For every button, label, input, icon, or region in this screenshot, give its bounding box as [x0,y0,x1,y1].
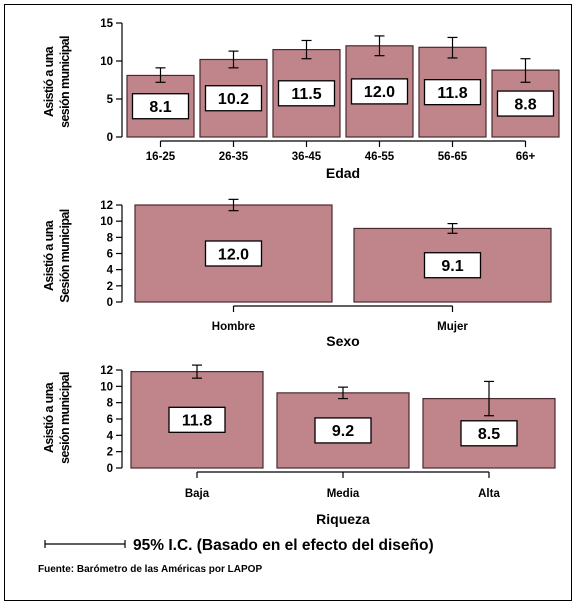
value-label: 11.8 [182,413,212,430]
value-label-box [460,420,518,447]
y-tick-label: 10 [100,381,113,393]
value-label-box [131,93,190,120]
y-axis-title-line: Asistió a una [42,219,56,291]
x-axis-title: Sexo [326,333,359,349]
ci-legend-text: 95% I.C. (Basado en el efecto del diseño… [133,537,434,554]
y-tick-label: 6 [107,414,113,426]
value-label: 9.1 [441,258,463,275]
y-axis-title-line: sesión municipal [58,372,72,464]
x-tick-label: Alta [478,488,500,500]
value-label-box [168,406,226,433]
value-label-box [423,79,482,106]
value-label-box [277,80,336,107]
y-tick-label: 5 [107,94,114,106]
value-label: 10.2 [218,91,249,108]
y-tick-label: 8 [107,232,114,244]
x-axis-title: Riqueza [316,511,370,527]
y-tick-label: 4 [107,265,114,277]
value-label: 9.2 [332,423,354,440]
value-label-box [350,78,409,105]
value-label: 8.8 [514,96,536,113]
y-axis-title: Asistió a una sesión municipal [42,36,72,128]
chart-panel-1: 0 5 10 15 Asistió a una sesión municipal 8.1 16… [42,18,560,181]
x-tick-label: 26-35 [219,151,249,163]
y-tick-label: 0 [107,463,113,475]
value-label: 12.0 [364,84,395,101]
x-tick-label: 66+ [516,151,536,163]
y-tick-label: 10 [100,216,113,228]
y-axis-title-line: Asistió a una [42,45,56,117]
y-tick-label: 8 [107,398,114,410]
y-tick-label: 2 [107,447,113,459]
source-note: Fuente: Barómetro de las Américas por LA… [38,564,262,575]
value-label: 11.8 [437,85,467,102]
chart-panel-2: 0 2 4 6 8 10 12 Asistió a una Sesión municipal 12… [42,198,552,349]
value-label: 8.5 [478,426,500,443]
chart-panel-3: 0 2 4 6 8 10 12 Asistió a una sesión municipal 11… [42,364,556,527]
x-tick-label: 36-45 [292,151,322,163]
y-tick-label: 4 [107,430,114,442]
value-label-box [496,90,555,117]
y-tick-label: 2 [107,281,113,293]
x-tick-label: Baja [185,488,210,500]
x-tick-label: 16-25 [146,151,176,163]
x-tick-label: 46-55 [365,151,395,163]
value-label-box [204,85,263,112]
y-tick-label: 0 [107,297,113,309]
value-label: 11.5 [291,86,321,103]
x-axis-title: Edad [326,165,360,181]
x-tick-label: Media [327,488,360,500]
ci-legend: 95% I.C. (Basado en el efecto del diseño… [44,537,434,554]
x-tick-label: Mujer [437,321,468,333]
y-tick-label: 0 [107,132,113,144]
y-tick-label: 10 [100,56,113,68]
y-tick-label: 15 [100,18,113,30]
value-label-box [314,417,372,444]
value-label-box [423,252,482,279]
value-label-box [204,240,263,267]
y-axis-title-line: sesión municipal [58,36,72,128]
y-axis-title-line: Sesión municipal [58,209,72,302]
value-label: 8.1 [149,99,171,116]
y-tick-label: 12 [100,200,113,212]
y-tick-label: 6 [107,249,113,261]
y-axis-title: Asistió a una Sesión municipal [42,209,72,302]
y-axis-title-line: Asistió a una [42,381,56,453]
y-axis-title: Asistió a una sesión municipal [42,372,72,464]
y-tick-label: 12 [100,365,113,377]
x-tick-label: Hombre [212,321,255,333]
x-tick-label: 56-65 [438,151,468,163]
value-label: 12.0 [218,246,249,263]
